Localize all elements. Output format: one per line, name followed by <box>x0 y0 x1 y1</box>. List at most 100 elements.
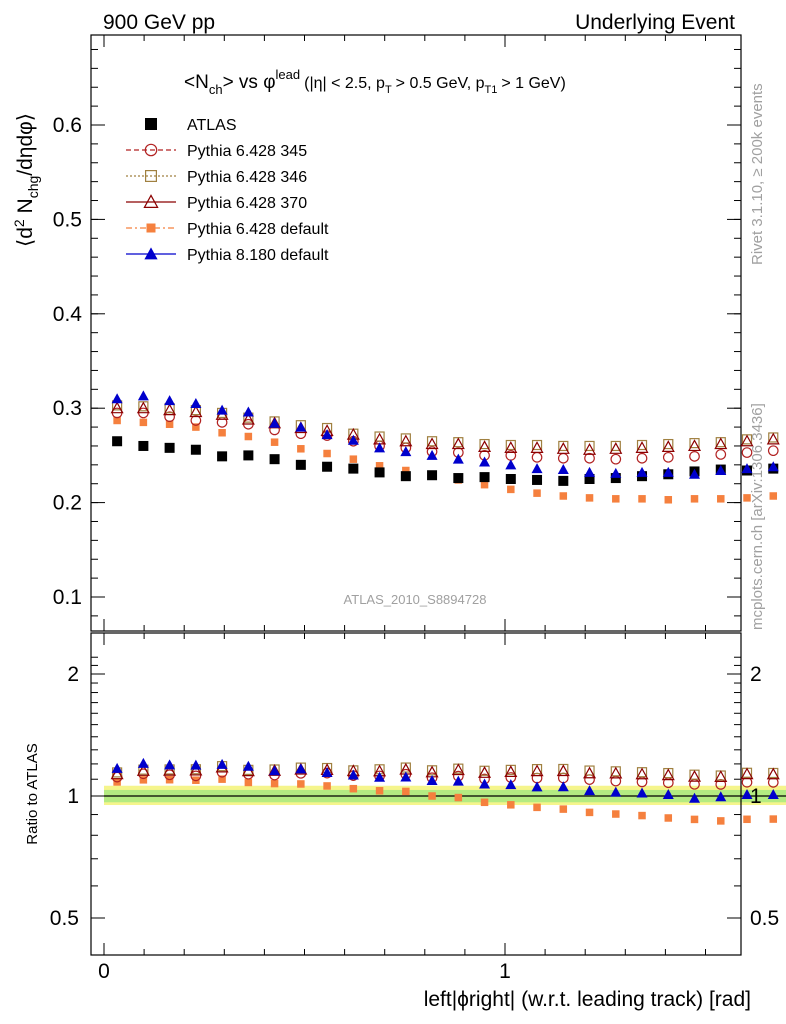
legend-item-atlas: ATLAS <box>145 117 237 134</box>
data-point <box>740 434 754 447</box>
legend-label: Pythia 6.428 345 <box>187 143 307 160</box>
ratio-point <box>533 803 541 812</box>
data-point <box>558 475 569 486</box>
data-point <box>662 466 674 477</box>
data-point <box>664 496 673 504</box>
data-point <box>269 417 281 428</box>
ratio-point <box>218 775 226 783</box>
data-point <box>636 452 648 464</box>
data-point <box>139 418 148 427</box>
data-point <box>426 449 438 460</box>
ratio-point <box>766 767 780 780</box>
data-point <box>479 438 490 450</box>
data-point <box>347 434 359 445</box>
ratio-point <box>556 764 570 777</box>
data-point <box>638 495 646 503</box>
data-point <box>399 434 413 447</box>
ratio-point <box>426 775 438 786</box>
ratio-point <box>216 758 228 769</box>
series-pythia-8-180-default <box>111 390 779 479</box>
data-point <box>110 401 124 414</box>
data-point <box>453 473 464 484</box>
ratio-point <box>583 766 597 779</box>
ratio-point <box>505 779 517 790</box>
legend-label: Pythia 6.428 346 <box>187 169 307 186</box>
ratio-point <box>139 776 148 784</box>
data-point <box>689 438 700 449</box>
data-point <box>297 445 305 453</box>
data-point <box>321 429 333 440</box>
ratio-point <box>638 811 646 820</box>
data-point <box>532 474 543 485</box>
data-point <box>136 401 150 414</box>
data-point <box>505 474 516 484</box>
ratio-point <box>769 815 778 823</box>
data-point <box>480 480 489 489</box>
ratio-point <box>270 779 279 788</box>
header-left: 900 GeV pp <box>103 11 215 34</box>
data-point <box>138 440 149 451</box>
data-point <box>400 433 411 444</box>
y-tick-label: 0.1 <box>53 586 82 609</box>
ratio-point <box>584 765 595 776</box>
ratio-point <box>323 782 331 790</box>
legend-marker <box>145 118 157 130</box>
data-point <box>531 439 543 451</box>
data-point <box>427 470 438 481</box>
ratio-point <box>530 764 544 777</box>
legend-item-pythia-8-180-default: Pythia 8.180 default <box>126 247 329 264</box>
y-tick-label: 0.4 <box>53 303 83 326</box>
ratio-point <box>690 815 699 824</box>
ratio-point <box>662 788 674 799</box>
ratio-point <box>164 759 176 770</box>
data-point <box>192 423 200 431</box>
ratio-tick-label: 0.5 <box>50 907 79 930</box>
header-right: Underlying Event <box>575 11 735 34</box>
ratio-series-pythia-8-180-default <box>111 757 779 803</box>
ratio-point <box>715 791 727 802</box>
data-point <box>190 415 202 426</box>
legend-marker <box>144 247 158 260</box>
ratio-point <box>189 763 203 776</box>
data-point <box>479 472 490 483</box>
ratio-point <box>402 787 410 796</box>
legend-marker <box>144 143 158 157</box>
data-point <box>531 463 543 474</box>
y-tick-label: 0.2 <box>53 492 82 515</box>
data-point <box>190 397 202 408</box>
data-point <box>242 406 254 417</box>
x-tick-label: 1 <box>499 960 511 983</box>
data-point <box>452 453 464 464</box>
ratio-point <box>297 780 305 788</box>
data-point <box>715 465 727 476</box>
ratio-point <box>452 775 464 786</box>
data-point <box>400 471 411 482</box>
ratio-point <box>137 757 149 768</box>
ratio-point <box>349 784 358 793</box>
data-point <box>190 444 201 455</box>
ratio-point <box>451 763 465 776</box>
data-point <box>584 466 596 477</box>
x-tick-label: 0 <box>98 960 110 983</box>
data-point <box>689 468 701 479</box>
ratio-point <box>687 769 702 782</box>
data-point <box>425 437 439 450</box>
y-tick-label: 0.3 <box>53 397 82 420</box>
data-point <box>479 456 491 467</box>
series-pythia-6-428-346 <box>112 400 779 452</box>
data-point <box>689 450 700 462</box>
ratio-uncertainty-bands <box>104 785 786 806</box>
data-point <box>374 442 386 453</box>
data-point <box>269 454 280 465</box>
data-point <box>164 411 175 423</box>
ratio-point <box>454 793 463 802</box>
analysis-watermark: ATLAS_2010_S8894728 <box>344 592 487 607</box>
ratio-point <box>584 785 596 796</box>
data-point <box>270 438 279 446</box>
data-point <box>609 442 623 454</box>
data-point <box>323 449 331 458</box>
ratio-point <box>269 765 281 776</box>
data-point <box>504 441 518 453</box>
